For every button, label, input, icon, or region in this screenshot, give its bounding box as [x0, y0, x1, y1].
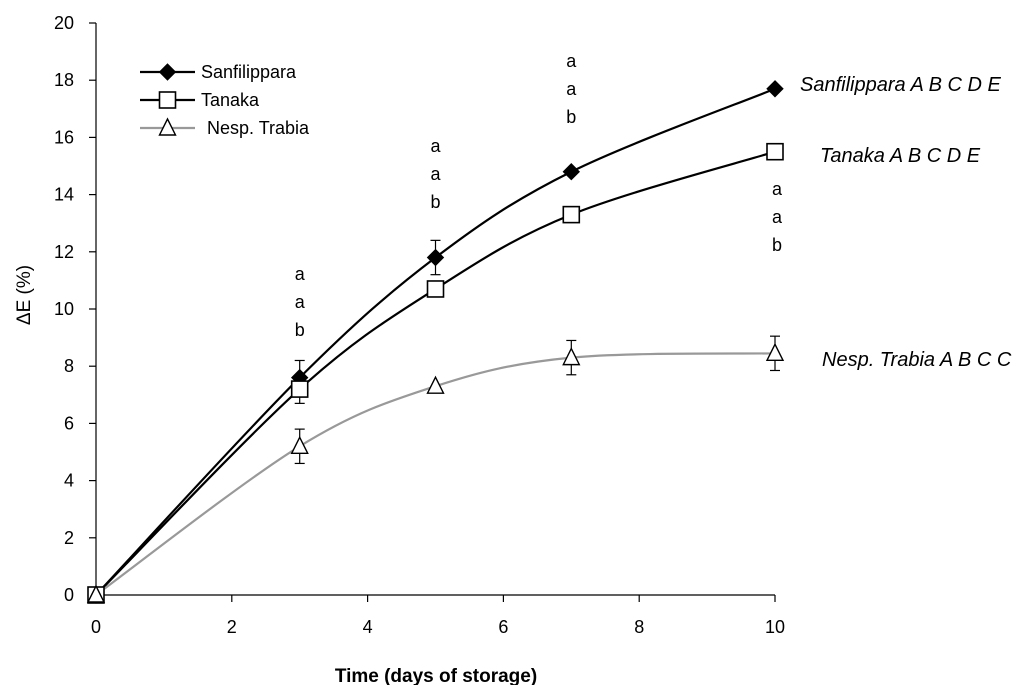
significance-letter: a — [566, 51, 577, 71]
y-tick-label: 18 — [54, 70, 74, 90]
data-point — [290, 435, 309, 454]
error-bars — [294, 239, 780, 465]
legend-label: Sanfilippara — [201, 62, 297, 82]
y-tick-label: 4 — [64, 471, 74, 491]
x-tick-label: 10 — [765, 617, 785, 637]
significance-letter: b — [566, 107, 576, 127]
data-point — [426, 248, 445, 267]
significance-letter: b — [772, 235, 782, 255]
series-end-label: Nesp. Trabia A B C C — [822, 349, 1012, 371]
x-tick-label: 2 — [227, 617, 237, 637]
x-tick-label: 6 — [498, 617, 508, 637]
legend-marker — [158, 91, 177, 109]
y-tick-label: 6 — [64, 413, 74, 433]
axes: 0 2 4 6 8 10 12 14 16 18 20 0 2 4 6 8 10 — [54, 13, 785, 637]
markers — [86, 80, 785, 604]
series-labels: Sanfilippara A B C D E Tanaka A B C D E Ne… — [800, 74, 1012, 371]
significance-letter: a — [772, 207, 783, 227]
x-axis-title: Time (days of storage) — [335, 666, 537, 685]
x-tick-label: 0 — [91, 617, 101, 637]
legend: Sanfilippara Tanaka Nesp. Trabia — [140, 62, 310, 138]
data-point — [766, 142, 784, 161]
y-tick-label: 20 — [54, 13, 74, 33]
x-tick-label: 8 — [634, 617, 644, 637]
y-tick-label: 0 — [64, 585, 74, 605]
series-line-0 — [95, 87, 776, 596]
y-tick-label: 2 — [64, 528, 74, 548]
y-axis-title: ΔE (%) — [14, 265, 35, 325]
data-point — [426, 280, 445, 298]
data-point — [562, 347, 581, 366]
significance-letter: a — [772, 179, 783, 199]
data-point — [290, 380, 309, 398]
y-tick-label: 10 — [54, 299, 74, 319]
data-point — [562, 163, 581, 181]
series-end-label: Sanfilippara A B C D E — [800, 74, 1001, 96]
data-point — [426, 375, 445, 394]
data-point — [765, 342, 785, 362]
legend-marker — [158, 117, 177, 136]
y-tick-label: 14 — [54, 185, 74, 205]
significance-letter: a — [430, 164, 441, 184]
legend-label: Tanaka — [201, 90, 260, 110]
significance-letter: a — [566, 79, 577, 99]
legend-label: Nesp. Trabia — [207, 118, 310, 138]
significance-letter: a — [295, 264, 306, 284]
y-tick-label: 8 — [64, 356, 74, 376]
y-tick-label: 16 — [54, 127, 74, 147]
significance-letter: b — [295, 320, 305, 340]
series-line-1 — [95, 150, 776, 596]
significance-letter: b — [430, 192, 440, 212]
legend-marker — [158, 63, 177, 81]
series-end-label: Tanaka A B C D E — [820, 145, 981, 167]
x-tick-label: 4 — [363, 617, 373, 637]
data-point — [766, 80, 784, 98]
significance-letter: a — [295, 292, 306, 312]
data-point — [562, 205, 581, 224]
significance-letter: a — [430, 136, 441, 156]
data-point — [86, 584, 106, 603]
y-tick-label: 12 — [54, 242, 74, 262]
